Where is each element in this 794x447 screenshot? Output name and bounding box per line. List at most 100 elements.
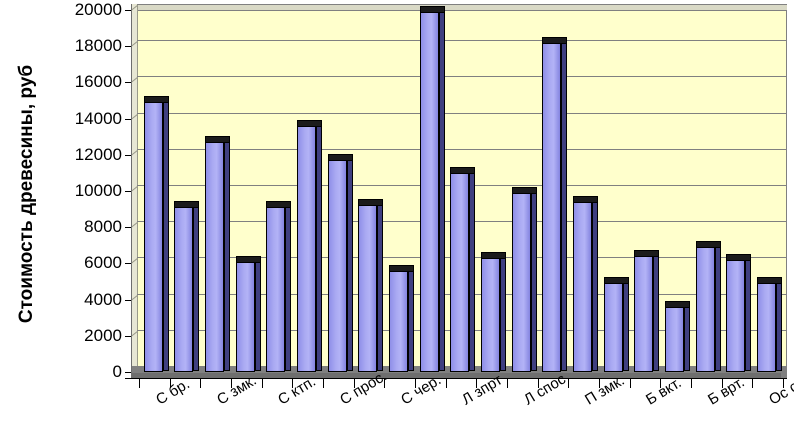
y-tick-label: 2000	[84, 325, 122, 345]
y-tick-label: 10000	[74, 181, 122, 200]
y-axis-tick-labels: 0 2000 4000 6000 8000 10000 12000 14000 16000 180…	[0, 0, 122, 447]
x-tick-mark	[630, 379, 631, 388]
bar[interactable]	[389, 264, 415, 372]
x-axis-line	[125, 378, 787, 379]
bar-side-face	[592, 195, 599, 371]
gridline	[137, 40, 787, 42]
y-tick-mark	[125, 335, 131, 337]
x-tick-mark	[200, 379, 201, 388]
y-tick-mark	[125, 227, 131, 229]
x-tick-mark	[231, 379, 232, 388]
y-tick-label: 12000	[74, 144, 122, 164]
bar-front-face	[542, 42, 562, 372]
x-tick-mark	[783, 379, 784, 388]
bar[interactable]	[358, 199, 384, 372]
bar-side-face	[408, 264, 415, 371]
gridline	[137, 4, 787, 5]
bar-side-face	[377, 199, 384, 371]
x-tick-mark	[722, 379, 723, 388]
bar-front-face	[511, 192, 531, 372]
x-tick-mark	[476, 379, 477, 388]
bar-front-face	[143, 102, 163, 372]
bar[interactable]	[205, 136, 231, 372]
bar[interactable]	[603, 277, 629, 372]
x-tick-mark	[660, 379, 661, 388]
bar-side-face	[530, 186, 537, 371]
bar[interactable]	[665, 300, 691, 372]
x-tick-mark	[354, 379, 355, 388]
bar-side-face	[622, 277, 629, 371]
bar[interactable]	[573, 195, 599, 372]
bar-side-face	[714, 241, 721, 371]
bar-side-face	[500, 251, 507, 371]
bar[interactable]	[297, 119, 323, 372]
bar[interactable]	[481, 251, 507, 372]
y-tick-mark	[125, 154, 131, 156]
x-tick-mark	[752, 379, 753, 388]
bar[interactable]	[634, 250, 660, 372]
x-tick-mark	[323, 379, 324, 388]
bar[interactable]	[143, 96, 169, 372]
y-tick-mark	[125, 82, 131, 84]
y-tick-label: 4000	[84, 289, 122, 309]
bar[interactable]	[235, 255, 261, 372]
bar-side-face	[162, 96, 169, 371]
gridline	[137, 76, 787, 78]
x-tick-mark	[139, 379, 140, 388]
bar[interactable]	[511, 186, 537, 372]
bar-side-face	[653, 250, 660, 371]
bar-side-face	[285, 201, 292, 371]
bar-side-face	[776, 277, 783, 371]
bar-side-face	[316, 119, 323, 371]
x-tick-mark	[262, 379, 263, 388]
x-tick-mark	[415, 379, 416, 388]
bar-front-face	[757, 283, 777, 372]
bar-front-face	[358, 205, 378, 372]
bar-front-face	[603, 283, 623, 372]
gridline	[137, 148, 787, 150]
plot-area-floor-front	[131, 373, 781, 379]
bar-side-face	[684, 300, 691, 371]
bar-side-face	[224, 136, 231, 371]
bar-side-face	[346, 154, 353, 371]
y-axis-line	[131, 4, 132, 379]
y-tick-label: 20000	[74, 0, 122, 19]
bar[interactable]	[695, 241, 721, 372]
bar-side-face	[469, 166, 476, 371]
bar[interactable]	[174, 201, 200, 372]
y-tick-mark	[125, 118, 131, 120]
bar[interactable]	[327, 154, 353, 372]
y-tick-label: 16000	[74, 72, 122, 92]
y-tick-mark	[125, 10, 131, 11]
bar-side-face	[254, 255, 261, 371]
bar-side-face	[438, 5, 445, 371]
bar-front-face	[450, 172, 470, 372]
bar-front-face	[174, 207, 194, 372]
bar-front-face	[634, 256, 654, 372]
x-tick-mark	[292, 379, 293, 388]
bar-side-face	[561, 36, 568, 371]
y-tick-label: 14000	[74, 108, 122, 128]
bar[interactable]	[757, 277, 783, 372]
y-tick-label: 6000	[84, 253, 122, 273]
x-tick-mark	[568, 379, 569, 388]
x-tick-mark	[170, 379, 171, 388]
bar-front-face	[695, 247, 715, 372]
bar[interactable]	[450, 166, 476, 372]
bar[interactable]	[726, 253, 752, 372]
bar-front-face	[266, 207, 286, 372]
x-tick-mark	[538, 379, 539, 388]
bar-front-face	[327, 160, 347, 372]
x-tick-mark	[446, 379, 447, 388]
x-tick-mark	[507, 379, 508, 388]
bar-side-face	[745, 253, 752, 371]
gridline	[137, 112, 787, 114]
bar-side-face	[193, 201, 200, 371]
bar[interactable]	[542, 36, 568, 372]
y-tick-mark	[125, 372, 131, 373]
bar[interactable]	[419, 5, 445, 372]
bar[interactable]	[266, 201, 292, 372]
bar-front-face	[389, 270, 409, 372]
y-tick-mark	[125, 46, 131, 48]
